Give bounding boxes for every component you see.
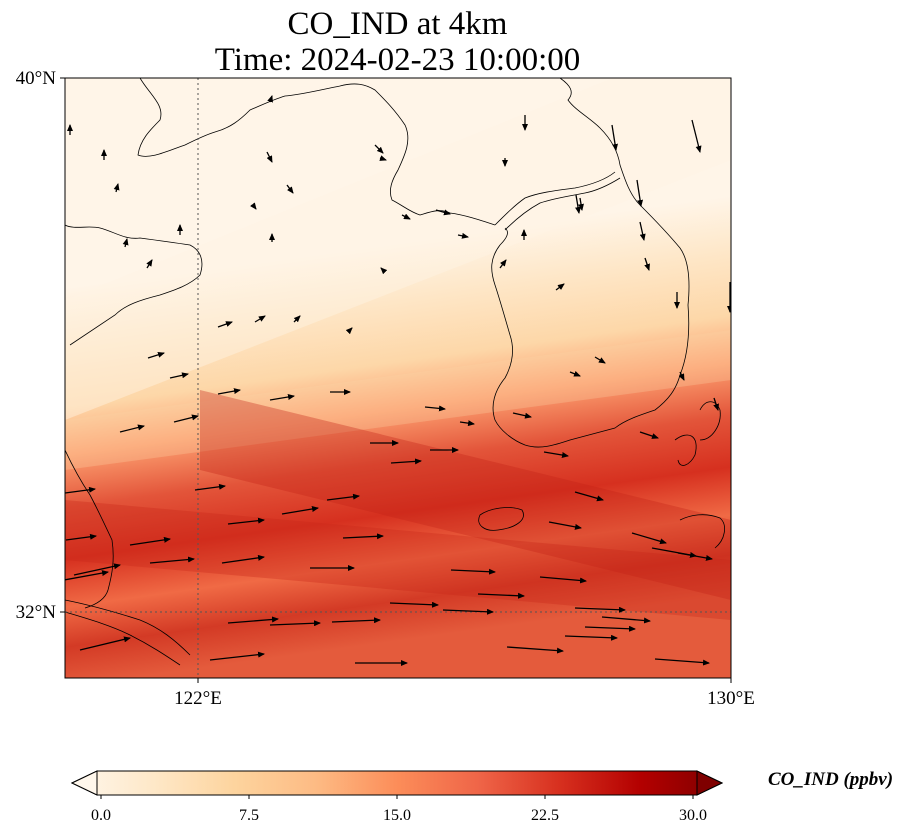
map-frame (64, 77, 732, 679)
wind-vectors (65, 95, 731, 666)
colorbar: 0.0 7.5 15.0 22.5 30.0 (70, 770, 724, 824)
wind-arrow (149, 556, 195, 564)
colorbar-tick-3: 22.5 (531, 807, 559, 824)
wind-arrow (79, 636, 131, 651)
wind-arrow (654, 658, 710, 666)
wind-arrow (574, 491, 604, 502)
wind-arrow (450, 568, 496, 575)
wind-arrow (119, 424, 145, 433)
wind-arrow (146, 259, 153, 269)
wind-arrow (539, 576, 587, 584)
colorbar-label: CO_IND (ppbv) (768, 769, 894, 790)
wind-arrow (286, 184, 294, 194)
wind-arrow (506, 646, 564, 654)
wind-arrow (227, 517, 265, 525)
wind-arrow (65, 533, 97, 541)
wind-arrow (499, 259, 507, 269)
lat-label-bottom: 32°N (16, 602, 57, 623)
wind-arrow (401, 213, 411, 220)
wind-arrow (569, 370, 581, 377)
colorbar-tick-2: 15.0 (383, 807, 411, 824)
wind-arrow (147, 351, 165, 359)
wind-arrow (331, 617, 381, 624)
wind-arrow (578, 197, 584, 211)
wind-arrow (345, 327, 353, 335)
wind-arrow (477, 592, 525, 599)
wind-arrow (217, 321, 233, 328)
wind-arrow (390, 458, 422, 465)
wind-arrow (389, 601, 439, 608)
lon-label-left: 122°E (174, 688, 222, 709)
colorbar-tick-4: 30.0 (679, 807, 707, 824)
wind-arrow (169, 372, 189, 379)
wind-arrow (73, 563, 121, 576)
wind-arrow (677, 552, 713, 561)
wind-arrow (459, 420, 475, 427)
wind-arrow (601, 616, 651, 624)
wind-arrow (122, 238, 129, 248)
wind-arrow (374, 144, 384, 154)
wind-arrow (209, 651, 265, 661)
colorbar-tick-1: 7.5 (239, 807, 259, 824)
wind-arrow (644, 257, 650, 271)
wind-arrow (380, 267, 388, 275)
wind-arrow (555, 283, 565, 291)
wind-arrow (678, 371, 685, 381)
wind-arrow (129, 536, 171, 546)
wind-arrow (691, 119, 702, 153)
wind-arrow (250, 202, 257, 210)
wind-arrow (631, 532, 667, 545)
wind-arrow (713, 397, 719, 411)
wind-arrow (639, 431, 659, 439)
plot-title-line1: CO_IND at 4km (287, 6, 508, 42)
wind-arrow (435, 209, 451, 216)
wind-arrow (543, 451, 569, 458)
wind-arrow (342, 533, 384, 540)
plot-title-line2: Time: 2024-02-23 10:00:00 (214, 42, 581, 78)
wind-arrow (293, 315, 301, 323)
wind-arrow (254, 315, 266, 323)
wind-arrow (194, 483, 226, 491)
axis-ticks (60, 77, 732, 683)
wind-arrow (574, 606, 626, 613)
wind-arrow (457, 232, 469, 239)
colorbar-tick-0: 0.0 (91, 807, 111, 824)
wind-arrow (564, 634, 618, 641)
concentration-field (65, 78, 731, 678)
wind-arrow (113, 183, 120, 193)
wind-arrow (548, 521, 582, 530)
wind-arrow (584, 625, 636, 632)
wind-arrow (424, 405, 446, 412)
wind-arrow (227, 616, 279, 624)
wind-arrow (281, 506, 319, 515)
wind-arrow (217, 388, 241, 395)
wind-arrow (221, 554, 265, 564)
wind-arrow (65, 486, 96, 494)
wind-arrow (442, 608, 494, 615)
wind-arrow (611, 124, 619, 151)
wind-arrow (326, 493, 360, 501)
wind-arrow (65, 570, 109, 581)
wind-arrow (269, 620, 321, 627)
wind-arrow (512, 412, 532, 419)
wind-arrow (379, 155, 387, 161)
wind-arrow (594, 356, 606, 364)
wind-arrow (636, 179, 644, 207)
wind-arrow (639, 221, 646, 241)
lon-label-right: 130°E (707, 688, 755, 709)
wind-arrow (266, 151, 273, 163)
lat-label-top: 40°N (16, 68, 57, 89)
coastlines (65, 78, 725, 666)
wind-arrow (173, 414, 199, 423)
wind-arrow (267, 95, 273, 103)
wind-arrow (269, 394, 295, 401)
